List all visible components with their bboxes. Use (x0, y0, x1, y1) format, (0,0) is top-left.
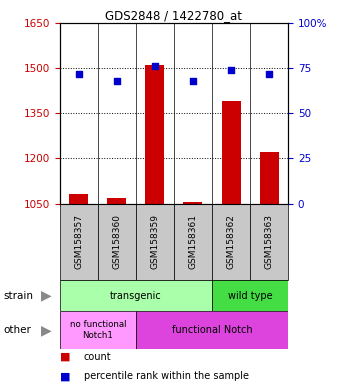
Point (152, 63, 158, 70)
Bar (222, 101, 240, 204)
Text: functional Notch: functional Notch (172, 325, 252, 335)
Text: transgenic: transgenic (110, 291, 162, 301)
Bar (212, 280, 288, 311)
Text: ▶: ▶ (41, 289, 51, 303)
Point (190, 78, 196, 84)
Bar (136, 311, 288, 349)
Bar (183, 202, 203, 204)
Bar (60, 311, 136, 349)
Text: ■: ■ (60, 371, 70, 381)
Bar (60, 280, 212, 311)
Text: GSM158363: GSM158363 (265, 214, 273, 270)
Text: GSM158360: GSM158360 (112, 214, 121, 270)
Bar (136, 204, 174, 280)
Text: ▶: ▶ (41, 323, 51, 337)
Point (266, 71, 272, 77)
Bar (174, 204, 212, 280)
Text: no functional
Notch1: no functional Notch1 (70, 320, 126, 340)
Bar (260, 152, 279, 204)
Text: GSM158357: GSM158357 (74, 214, 83, 270)
Text: GSM158361: GSM158361 (189, 214, 197, 270)
Bar (145, 65, 164, 204)
Text: ■: ■ (60, 352, 70, 362)
Text: count: count (84, 352, 111, 362)
Point (114, 78, 119, 84)
Bar (60, 204, 98, 280)
Text: wild type: wild type (228, 291, 272, 301)
Title: GDS2848 / 1422780_at: GDS2848 / 1422780_at (105, 9, 242, 22)
Text: other: other (3, 325, 31, 335)
Bar (107, 198, 126, 204)
Text: GSM158359: GSM158359 (150, 214, 159, 270)
Bar (69, 195, 88, 204)
Point (228, 67, 234, 73)
Bar (250, 204, 288, 280)
Point (76, 71, 81, 77)
Text: GSM158362: GSM158362 (226, 215, 236, 269)
Text: strain: strain (3, 291, 33, 301)
Text: percentile rank within the sample: percentile rank within the sample (84, 371, 249, 381)
Bar (98, 204, 136, 280)
Bar (212, 204, 250, 280)
